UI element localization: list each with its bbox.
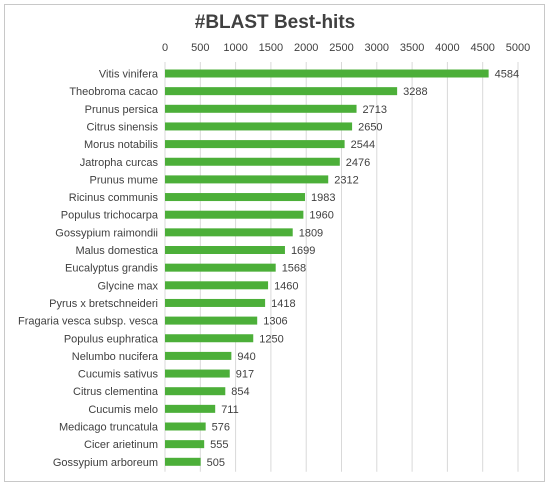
x-tick-label: 3500: [400, 42, 424, 54]
bar: [165, 210, 304, 219]
bar: [165, 193, 305, 202]
data-label: 1460: [274, 280, 298, 292]
category-label: Jatropha curcas: [80, 157, 159, 169]
category-label: Theobroma cacao: [69, 86, 158, 98]
category-label: Prunus mume: [90, 174, 158, 186]
data-label: 1250: [259, 333, 283, 345]
bar: [165, 387, 226, 396]
data-label: 2476: [346, 157, 370, 169]
category-label: Vitis vinifera: [99, 69, 159, 81]
bar: [165, 351, 232, 360]
category-label: Eucalyptus grandis: [65, 263, 158, 275]
bar: [165, 104, 357, 113]
x-tick-label: 2500: [329, 42, 353, 54]
x-tick-label: 4500: [470, 42, 494, 54]
data-label: 1568: [282, 263, 306, 275]
data-label: 505: [207, 457, 225, 469]
category-label: Cicer arietinum: [84, 439, 158, 451]
data-label: 3288: [403, 86, 427, 98]
data-label: 1306: [263, 316, 287, 328]
category-label: Pyrus x bretschneideri: [49, 298, 158, 310]
data-label: 940: [237, 351, 255, 363]
data-label: 854: [231, 386, 249, 398]
category-label: Malus domestica: [75, 245, 158, 257]
bar: [165, 87, 398, 96]
category-label: Populus euphratica: [64, 333, 159, 345]
bar: [165, 263, 276, 272]
data-label: 917: [236, 369, 254, 381]
category-label: Medicago truncatula: [59, 422, 159, 434]
bar: [165, 404, 216, 413]
category-label: Gossypium raimondii: [55, 227, 158, 239]
x-tick-label: 1500: [259, 42, 283, 54]
data-label: 555: [210, 439, 228, 451]
data-label: 2544: [351, 139, 375, 151]
bar: [165, 369, 230, 378]
category-label: Fragaria vesca subsp. vesca: [18, 316, 159, 328]
bar: [165, 228, 293, 237]
category-label: Citrus sinensis: [86, 121, 158, 133]
data-label: 2650: [358, 121, 382, 133]
chart-title: #BLAST Best-hits: [194, 12, 356, 33]
category-label: Citrus clementina: [73, 386, 159, 398]
data-label: 2312: [334, 174, 358, 186]
data-label: 2713: [363, 104, 387, 116]
x-tick-label: 2000: [294, 42, 318, 54]
x-tick-label: 1000: [223, 42, 247, 54]
x-tick-label: 3000: [365, 42, 389, 54]
data-label: 1960: [309, 210, 333, 222]
data-label: 1418: [271, 298, 295, 310]
bar: [165, 298, 266, 307]
data-label: 4584: [495, 69, 519, 81]
data-label: 576: [212, 422, 230, 434]
bar: [165, 157, 340, 166]
category-label: Cucumis sativus: [78, 369, 159, 381]
chart-frame: [4, 4, 545, 482]
category-label: Ricinus communis: [69, 192, 159, 204]
data-label: 1809: [299, 227, 323, 239]
bar: [165, 175, 329, 184]
category-label: Glycine max: [97, 280, 158, 292]
data-label: 1983: [311, 192, 335, 204]
data-label: 1699: [291, 245, 315, 257]
bar: [165, 334, 254, 343]
bar: [165, 422, 206, 431]
bar: [165, 122, 353, 131]
category-label: Gossypium arboreum: [53, 457, 158, 469]
bar: [165, 316, 258, 325]
x-tick-label: 5000: [506, 42, 530, 54]
category-label: Morus notabilis: [84, 139, 158, 151]
bar: [165, 457, 201, 466]
bar: [165, 281, 269, 290]
bar: [165, 246, 285, 254]
category-label: Cucumis melo: [88, 404, 158, 416]
x-tick-label: 500: [191, 42, 209, 54]
data-label: 711: [221, 404, 239, 416]
category-label: Populus trichocarpa: [61, 210, 159, 222]
category-label: Prunus persica: [85, 104, 159, 116]
bar: [165, 140, 345, 149]
x-tick-label: 0: [162, 42, 168, 54]
category-label: Nelumbo nucifera: [72, 351, 159, 363]
bar: [165, 69, 489, 78]
bar: [165, 440, 205, 449]
x-tick-label: 4000: [435, 42, 459, 54]
